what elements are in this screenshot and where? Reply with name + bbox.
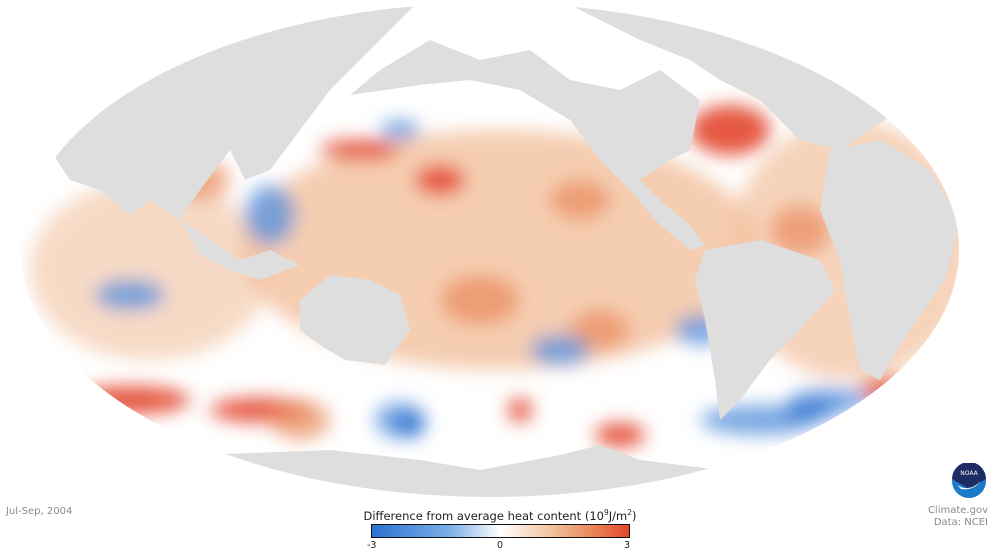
legend-title-main: Difference from average heat content (10	[363, 508, 604, 523]
anomaly-patch	[440, 275, 520, 325]
anomaly-patch	[95, 280, 165, 310]
legend-min-label: -3	[367, 540, 377, 551]
anomaly-patch	[320, 140, 400, 160]
anomaly-patch	[415, 165, 465, 195]
land-south-america	[695, 240, 835, 420]
anomaly-patch	[780, 402, 840, 418]
legend-mid-label: 0	[497, 540, 504, 551]
anomaly-patch	[530, 335, 590, 365]
anomaly-patch	[550, 180, 610, 220]
legend-color-bar	[371, 524, 630, 538]
noaa-logo-icon: NOAA	[952, 463, 986, 498]
svg-text:NOAA: NOAA	[960, 470, 978, 477]
anomaly-patch	[245, 185, 295, 245]
anomaly-patch	[270, 400, 330, 440]
anomaly-patch	[690, 105, 770, 155]
anomaly-patch	[860, 378, 920, 402]
world-map	[21, 3, 959, 497]
time-period-label: Jul-Sep, 2004	[6, 506, 73, 517]
legend-title-unit-exponent: 2	[627, 508, 632, 517]
anomaly-patch	[395, 413, 425, 437]
anomaly-patch	[380, 120, 420, 140]
anomaly-patch	[770, 205, 830, 255]
land-southeast-asia	[180, 220, 300, 280]
legend-title-exponent: 9	[603, 508, 609, 517]
anomaly-patch	[70, 386, 190, 414]
anomaly-patch	[570, 310, 630, 350]
data-credit: Data: NCEI	[933, 517, 988, 528]
legend-title-close: )	[632, 508, 637, 523]
anomaly-patch	[595, 423, 645, 447]
legend-max-label: 3	[624, 540, 631, 551]
source-credit: Climate.gov	[927, 505, 988, 516]
land-north-america	[350, 40, 705, 250]
legend-title-unit: J/m	[608, 508, 628, 523]
anomaly-patch	[30, 180, 270, 360]
land-africa	[820, 140, 959, 380]
land-australia	[300, 275, 410, 365]
anomaly-patch	[508, 398, 532, 422]
credits: Climate.gov Data: NCEI	[928, 505, 988, 529]
legend-title: Difference from average heat content (10…	[0, 508, 1000, 523]
